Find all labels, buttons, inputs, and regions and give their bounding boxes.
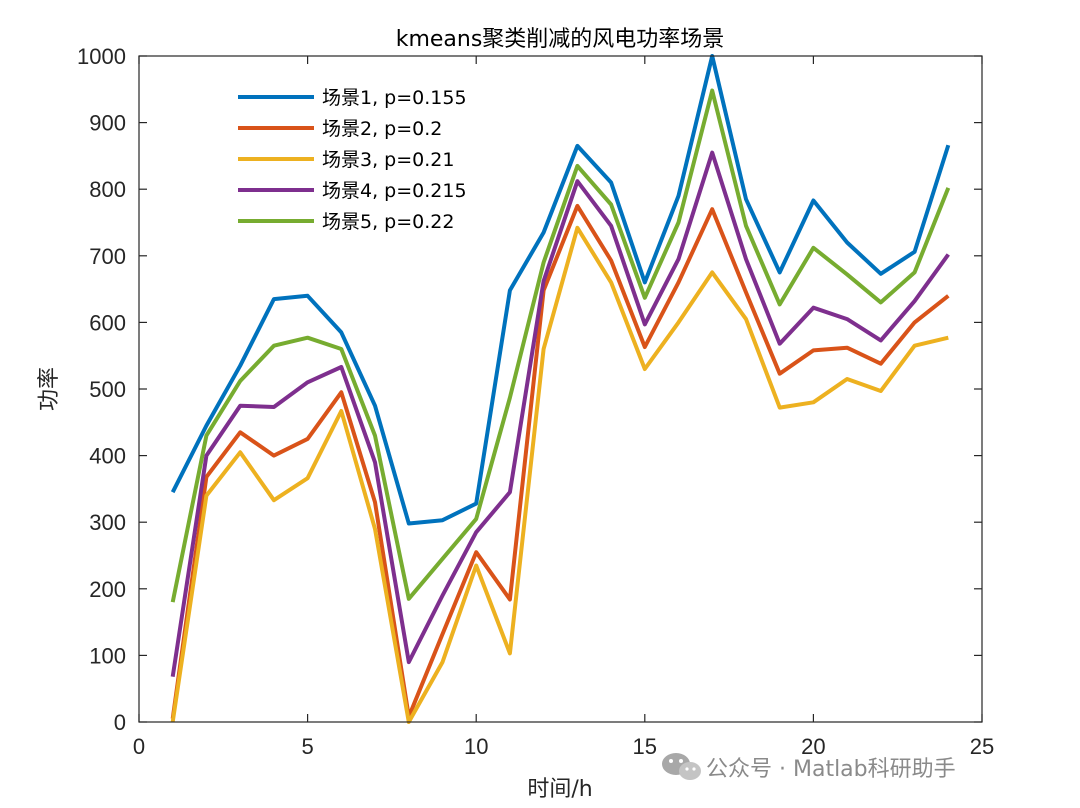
y-tick-label: 500 (89, 377, 126, 402)
y-tick-label: 800 (89, 177, 126, 202)
x-axis-label: 时间/h (527, 777, 592, 802)
series-line-4 (170, 150, 950, 678)
x-tick-label: 20 (801, 734, 825, 759)
y-axis-label: 功率 (37, 367, 62, 411)
series-lines (170, 54, 951, 724)
series-line-2 (170, 203, 950, 719)
x-axis-ticks: 0 5 10 15 20 25 (133, 56, 994, 759)
legend-item-4: 场景4, p=0.215 (238, 180, 467, 202)
legend-item-2: 场景2, p=0.2 (238, 118, 442, 140)
x-tick-label: 5 (301, 734, 313, 759)
legend-label: 场景2, p=0.2 (322, 118, 442, 140)
series-line-5 (170, 88, 951, 603)
y-tick-label: 900 (89, 111, 126, 136)
watermark: 公众号 · Matlab科研助手 (662, 753, 956, 782)
legend: 场景1, p=0.155 场景2, p=0.2 场景3, p=0.21 场景4, p=… (238, 87, 467, 233)
legend-item-3: 场景3, p=0.21 (238, 149, 454, 171)
y-tick-label: 600 (89, 310, 126, 335)
series-line-1 (170, 54, 951, 526)
legend-label: 场景1, p=0.155 (322, 87, 467, 109)
legend-label: 场景5, p=0.22 (322, 211, 454, 233)
wechat-icon (662, 753, 701, 780)
x-tick-label: 15 (633, 734, 657, 759)
chart-title: kmeans聚类削减的风电功率场景 (396, 27, 725, 52)
legend-label: 场景4, p=0.215 (322, 180, 467, 202)
legend-item-1: 场景1, p=0.155 (238, 87, 467, 109)
series-line-3 (170, 225, 949, 724)
legend-item-5: 场景5, p=0.22 (238, 211, 454, 233)
x-tick-label: 10 (464, 734, 488, 759)
y-tick-label: 400 (89, 444, 126, 469)
watermark-text: 公众号 · Matlab科研助手 (706, 757, 956, 782)
y-tick-label: 0 (114, 710, 126, 735)
y-tick-label: 700 (89, 244, 126, 269)
x-tick-label: 25 (970, 734, 994, 759)
legend-label: 场景3, p=0.21 (322, 149, 454, 171)
y-tick-label: 300 (89, 510, 126, 535)
y-tick-label: 100 (89, 643, 126, 668)
plot-area (139, 56, 982, 722)
x-tick-label: 0 (133, 734, 145, 759)
y-tick-label: 1000 (77, 44, 126, 69)
y-axis-ticks: 0 100 200 300 400 500 600 700 800 900 1000 (77, 44, 982, 735)
y-tick-label: 200 (89, 577, 126, 602)
